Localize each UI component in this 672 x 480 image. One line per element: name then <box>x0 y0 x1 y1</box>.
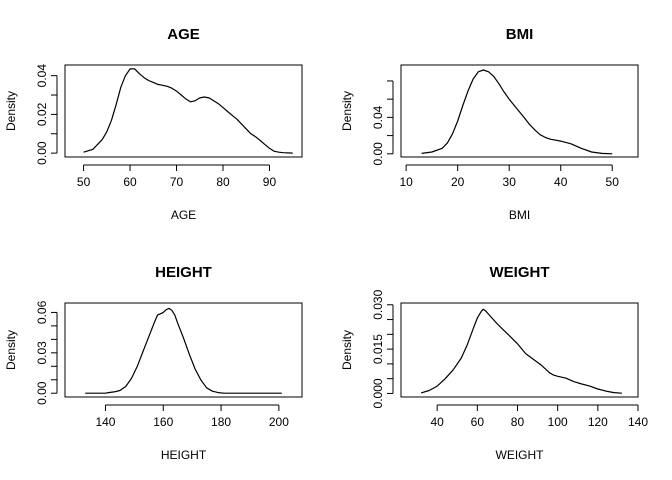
age-title: AGE <box>167 26 200 43</box>
height-plot-frame <box>64 302 303 398</box>
weight-plot-frame <box>400 302 639 398</box>
weight-density-curve <box>420 308 622 394</box>
height-y-axis-label: Density <box>4 330 18 370</box>
age-x-tick-label: 70 <box>170 175 184 189</box>
bmi-y-tick-label: 0.04 <box>371 105 385 129</box>
height-x-axis-label: HEIGHT <box>161 448 207 462</box>
weight-x-tick-label: 100 <box>548 415 568 429</box>
height-panel: HEIGHT 140 160 180 200 0.00 0.03 0.06 HEIGHT Dens… <box>4 264 303 462</box>
age-x-tick-label: 50 <box>77 175 91 189</box>
height-x-tick-label: 140 <box>95 415 115 429</box>
weight-x-tick-label: 80 <box>511 415 525 429</box>
bmi-x-tick-label: 50 <box>606 175 620 189</box>
age-plot-frame <box>64 64 303 158</box>
bmi-x-tick-label: 20 <box>451 175 465 189</box>
weight-x-tick-label: 60 <box>471 415 485 429</box>
height-title: HEIGHT <box>155 264 212 281</box>
age-x-tick-label: 60 <box>123 175 137 189</box>
age-x-axis-label: AGE <box>171 208 196 222</box>
bmi-x-tick-label: 30 <box>503 175 517 189</box>
weight-title: WEIGHT <box>490 264 550 281</box>
age-y-tick-label: 0.02 <box>35 102 49 126</box>
age-y-axis-label: Density <box>4 91 18 131</box>
age-panel: AGE 50 60 70 80 90 0.00 0.02 0.04 AGE Density <box>4 26 303 222</box>
bmi-plot-frame <box>400 64 639 158</box>
height-x-tick-label: 160 <box>153 415 173 429</box>
weight-y-axis-label: Density <box>340 330 354 370</box>
weight-y-tick-label: 0.000 <box>371 378 385 408</box>
weight-x-tick-label: 40 <box>430 415 444 429</box>
bmi-y-axis-label: Density <box>340 91 354 131</box>
height-density-curve <box>85 307 282 394</box>
bmi-panel: BMI 10 20 30 40 50 0.00 0.04 BMI Density <box>340 26 639 222</box>
height-y-tick-label: 0.06 <box>35 300 49 324</box>
weight-x-axis-label: WEIGHT <box>496 448 545 462</box>
height-x-tick-label: 200 <box>269 415 289 429</box>
height-x-tick-label: 180 <box>211 415 231 429</box>
age-density-curve <box>83 68 293 154</box>
bmi-x-tick-label: 40 <box>554 175 568 189</box>
age-y-tick-label: 0.00 <box>35 141 49 165</box>
weight-x-tick-label: 140 <box>628 415 648 429</box>
weight-panel: WEIGHT 40 60 80 100 120 140 0.000 0.015 0.030 WEIG… <box>340 264 648 462</box>
age-x-tick-label: 90 <box>263 175 277 189</box>
weight-x-tick-label: 120 <box>588 415 608 429</box>
bmi-x-tick-label: 10 <box>399 175 413 189</box>
bmi-y-tick-label: 0.00 <box>371 142 385 166</box>
bmi-x-axis-label: BMI <box>509 208 530 222</box>
age-x-tick-label: 80 <box>216 175 230 189</box>
bmi-density-curve <box>421 69 613 155</box>
bmi-title: BMI <box>506 26 534 43</box>
height-y-tick-label: 0.03 <box>35 341 49 365</box>
weight-y-tick-label: 0.015 <box>371 334 385 364</box>
height-y-tick-label: 0.00 <box>35 381 49 405</box>
weight-y-tick-label: 0.030 <box>371 289 385 319</box>
age-y-tick-label: 0.04 <box>35 64 49 88</box>
